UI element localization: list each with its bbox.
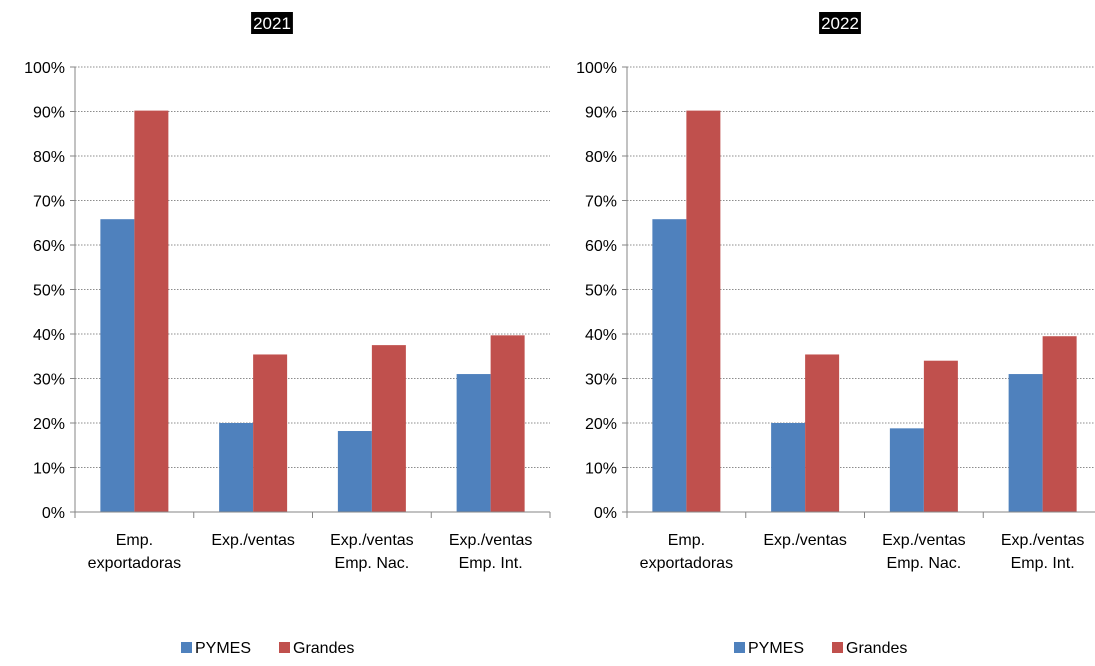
- y-tick-label: 70%: [585, 194, 617, 211]
- x-tick-label: Exp./ventas: [763, 532, 847, 549]
- y-tick-label: 0%: [594, 505, 617, 522]
- x-tick-label: Exp./ventas: [1001, 532, 1085, 549]
- chart-title-text: 2021: [253, 14, 291, 33]
- bar-grandes-2: [253, 354, 288, 512]
- legend-label-grandes: Grandes: [846, 640, 907, 657]
- y-tick-label: 50%: [33, 283, 65, 300]
- y-tick-label: 10%: [585, 461, 617, 478]
- y-tick-label: 40%: [585, 327, 617, 344]
- bar-grandes-1: [686, 110, 721, 513]
- legend-swatch-grandes: [832, 642, 843, 653]
- chart-title: 2022: [819, 12, 861, 34]
- x-tick-label: exportadoras: [640, 555, 733, 572]
- bar-pymes-4: [456, 374, 491, 512]
- legend-label-pymes: PYMES: [195, 640, 251, 657]
- x-tick-label: Emp. Int.: [459, 555, 523, 572]
- x-tick-label: Exp./ventas: [449, 532, 533, 549]
- y-tick-label: 60%: [33, 238, 65, 255]
- bar-pymes-4: [1008, 374, 1043, 512]
- bar-grandes-2: [805, 354, 840, 512]
- x-tick-label: Emp. Nac.: [887, 555, 962, 572]
- bar-grandes-4: [1042, 336, 1077, 512]
- x-tick-label: Exp./ventas: [211, 532, 295, 549]
- x-tick-label: Emp. Nac.: [335, 555, 410, 572]
- bar-grandes-3: [923, 360, 958, 512]
- y-tick-label: 20%: [585, 416, 617, 433]
- y-tick-label: 80%: [33, 149, 65, 166]
- legend-label-grandes: Grandes: [293, 640, 354, 657]
- chart-panel-1: 2021 0% 10% 20% 30% 40% 50% 60% 70% 80% 90% 100% Emp…: [24, 12, 551, 657]
- legend: PYMES Grandes: [181, 640, 354, 657]
- x-tick-label: exportadoras: [88, 555, 181, 572]
- bar-pymes-2: [219, 423, 254, 512]
- legend-swatch-pymes: [734, 642, 745, 653]
- bar-grandes-4: [490, 335, 525, 512]
- y-tick-label: 100%: [576, 60, 617, 77]
- y-tick-label: 30%: [33, 372, 65, 389]
- bar-grandes-1: [134, 110, 169, 513]
- bar-grandes-3: [371, 345, 406, 512]
- x-tick-label: Exp./ventas: [882, 532, 966, 549]
- y-tick-label: 80%: [585, 149, 617, 166]
- y-tick-label: 40%: [33, 327, 65, 344]
- legend: PYMES Grandes: [734, 640, 907, 657]
- y-tick-label: 0%: [42, 505, 65, 522]
- y-tick-label: 20%: [33, 416, 65, 433]
- bar-pymes-3: [889, 428, 924, 512]
- bar-pymes-2: [771, 423, 806, 512]
- chart-title-text: 2022: [821, 14, 859, 33]
- x-tick-label: Emp. Int.: [1011, 555, 1075, 572]
- chart-title-background: [819, 12, 861, 34]
- y-tick-label: 50%: [585, 283, 617, 300]
- chart-title-background: [251, 12, 293, 34]
- y-tick-label: 10%: [33, 461, 65, 478]
- y-tick-label: 70%: [33, 194, 65, 211]
- bar-pymes-3: [337, 431, 372, 512]
- y-tick-label: 90%: [585, 105, 617, 122]
- chart-panel-2: 2022 0% 10% 20% 30% 40% 50% 60% 70% 80% 90% 100% Emp…: [576, 12, 1095, 657]
- legend-label-pymes: PYMES: [748, 640, 804, 657]
- chart-title: 2021: [251, 12, 293, 34]
- x-tick-label: Emp.: [668, 532, 705, 549]
- y-tick-label: 60%: [585, 238, 617, 255]
- bar-pymes-1: [652, 219, 687, 512]
- y-tick-label: 90%: [33, 105, 65, 122]
- y-tick-label: 100%: [24, 60, 65, 77]
- legend-swatch-pymes: [181, 642, 192, 653]
- x-tick-label: Exp./ventas: [330, 532, 414, 549]
- y-tick-label: 30%: [585, 372, 617, 389]
- x-tick-label: Emp.: [116, 532, 153, 549]
- legend-swatch-grandes: [279, 642, 290, 653]
- bar-pymes-1: [100, 219, 135, 512]
